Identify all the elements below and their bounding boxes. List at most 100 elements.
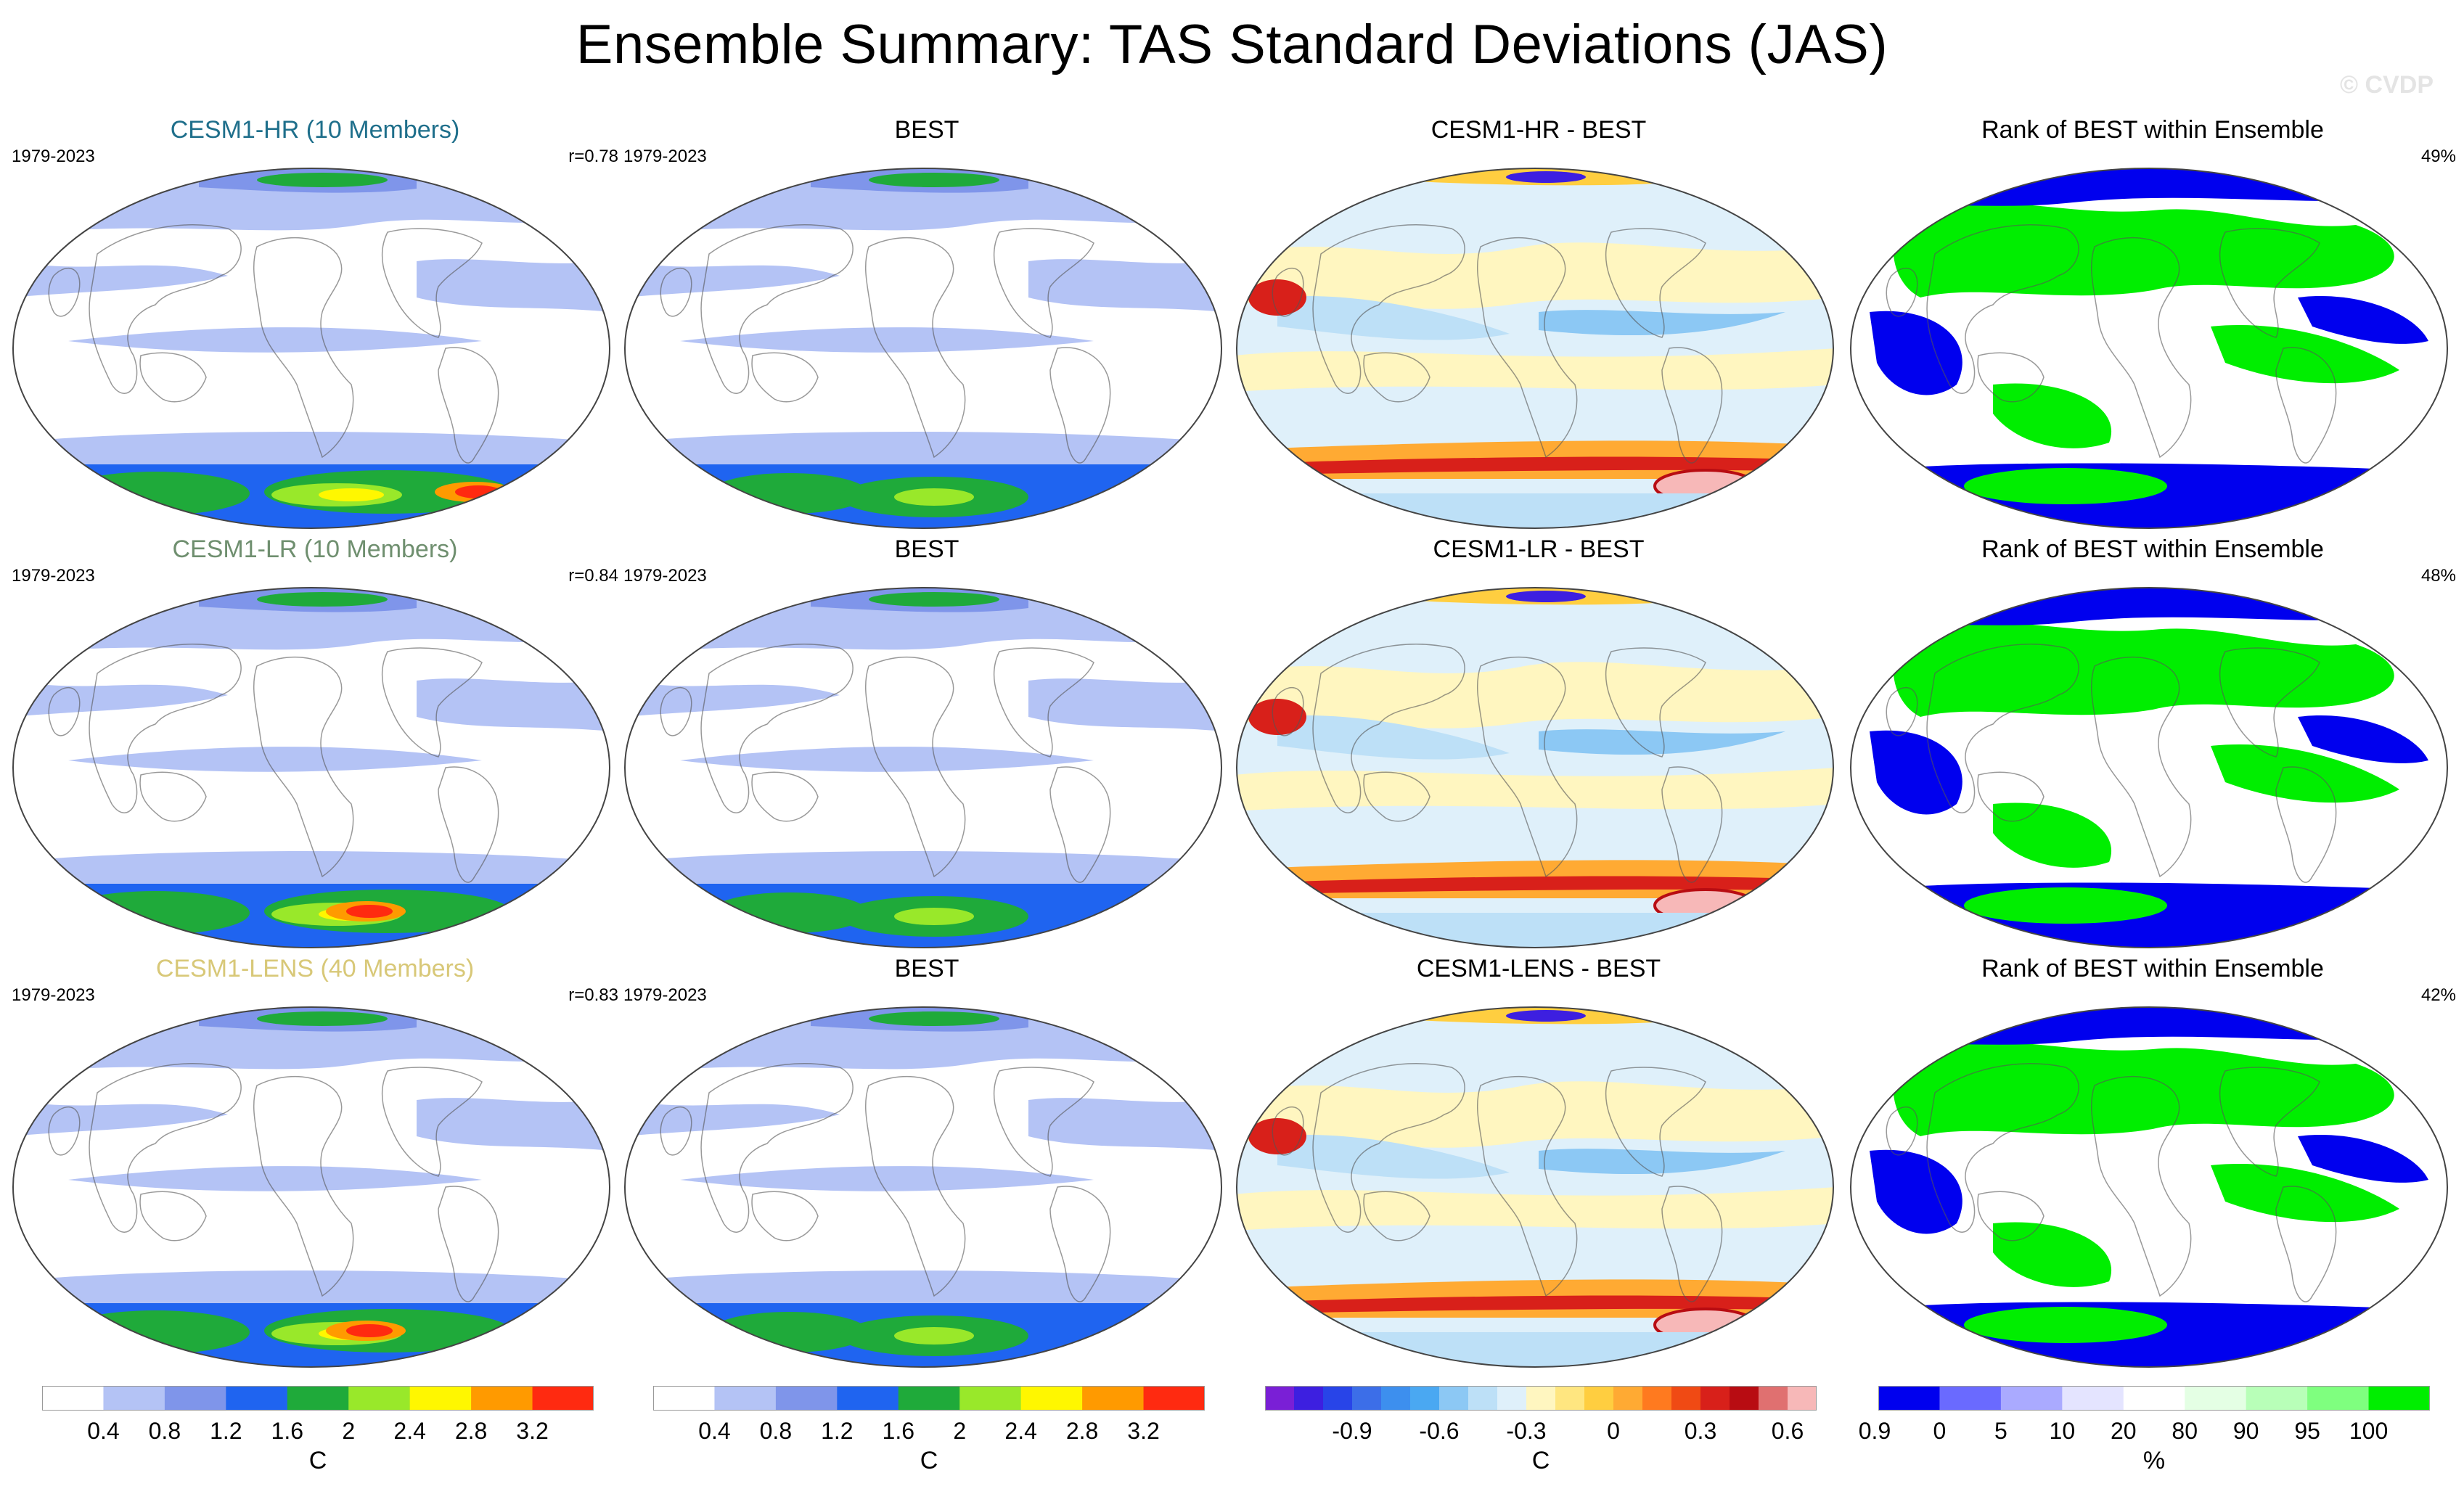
colorbar-swatch <box>1642 1386 1672 1411</box>
colorbar-swatch <box>1788 1386 1817 1411</box>
colorbar-tick-label: 2.8 <box>1065 1418 1099 1444</box>
colorbar-swatch <box>226 1386 288 1411</box>
colorbar-swatch <box>2368 1386 2431 1411</box>
colorbar-swatch <box>653 1386 715 1411</box>
map-plot <box>1236 1006 1834 1368</box>
panel-years: 1979-2023 <box>623 147 707 166</box>
colorbar-unit: C <box>308 1447 327 1474</box>
colorbar-swatch <box>1468 1386 1498 1411</box>
colorbar-tick-label: 100 <box>2349 1418 2389 1444</box>
colorbar-4: 0 5 10 20 80 90 95 100% <box>1878 1386 2431 1474</box>
colorbar-swatches <box>653 1386 1206 1411</box>
panel-years: 1979-2023 <box>12 147 95 166</box>
colorbar-tick-label: 2 <box>953 1418 967 1444</box>
colorbar-tick-label: 0.9 <box>1858 1418 1891 1444</box>
colorbar-tick-label: 0 <box>1933 1418 1947 1444</box>
panel-title: CESM1-HR - BEST <box>1430 116 1647 144</box>
colorbar-tick-label: 0.8 <box>148 1418 181 1444</box>
colorbar-frame <box>653 1386 1205 1411</box>
colorbar-swatch <box>1410 1386 1440 1411</box>
colorbar-tick-label: 0.4 <box>87 1418 120 1444</box>
panel-title: Rank of BEST within Ensemble <box>1981 116 2324 144</box>
colorbar-unit: C <box>920 1447 938 1474</box>
colorbar-swatch <box>1143 1386 1206 1411</box>
colorbar-swatch <box>2185 1386 2247 1411</box>
colorbar-swatch <box>2000 1386 2063 1411</box>
colorbar-swatches <box>1265 1386 1817 1411</box>
panel-title: CESM1-LR - BEST <box>1433 535 1645 563</box>
colorbar-swatch <box>287 1386 349 1411</box>
colorbar-tick-label: 1.2 <box>210 1418 242 1444</box>
colorbar-swatch <box>348 1386 411 1411</box>
panel-title: CESM1-HR (10 Members) <box>170 116 460 144</box>
colorbar-swatch <box>103 1386 165 1411</box>
colorbar-tick-label: 0 <box>1607 1418 1620 1444</box>
colorbar-swatch <box>837 1386 899 1411</box>
colorbar-swatch <box>1294 1386 1324 1411</box>
panel-title: BEST <box>894 955 959 982</box>
map-plot <box>1236 168 1834 529</box>
colorbar-swatch <box>42 1386 104 1411</box>
colorbar-tick-label: 1.6 <box>271 1418 304 1444</box>
colorbar-tick-label: 2.8 <box>454 1418 488 1444</box>
panel-title: BEST <box>894 116 959 144</box>
map-plot <box>624 168 1222 529</box>
colorbar-frame <box>1265 1386 1817 1411</box>
map-plot <box>1236 587 1834 948</box>
colorbar-swatch <box>1613 1386 1643 1411</box>
colorbar-tick-label: 3.2 <box>516 1418 549 1444</box>
colorbar-tick-label: -0.9 <box>1332 1418 1372 1444</box>
colorbar-tick-label: 0.8 <box>759 1418 793 1444</box>
colorbar-swatch <box>1323 1386 1353 1411</box>
panel-title: CESM1-LENS (40 Members) <box>155 955 475 982</box>
colorbar-tick-label: 2.4 <box>1004 1418 1037 1444</box>
rank-percent: 49% <box>2420 147 2456 166</box>
colorbar-swatch <box>775 1386 838 1411</box>
colorbar-swatch <box>2062 1386 2124 1411</box>
panel-years: 1979-2023 <box>12 985 95 1005</box>
colorbar-swatch <box>1020 1386 1083 1411</box>
map-plot <box>12 1006 610 1368</box>
map-plot <box>12 168 610 529</box>
colorbar-tick-label: -0.6 <box>1419 1418 1460 1444</box>
colorbar-2: 0.4 0.8 1.2 1.6 2 2.4 2.8 3.2 C <box>653 1386 1206 1474</box>
colorbar-swatch <box>1671 1386 1701 1411</box>
colorbar-tick-label: 80 <box>2172 1418 2198 1444</box>
colorbar-swatch <box>1555 1386 1585 1411</box>
colorbar-tick-label: 95 <box>2294 1418 2320 1444</box>
colorbar-swatch <box>1939 1386 2002 1411</box>
colorbar-swatch <box>1584 1386 1614 1411</box>
colorbar-swatch <box>1381 1386 1411 1411</box>
colorbar-unit: C <box>1531 1447 1550 1474</box>
panel-years: 1979-2023 <box>623 566 707 586</box>
panel-title: CESM1-LR (10 Members) <box>172 535 458 563</box>
map-plot <box>1850 168 2448 529</box>
colorbar-tick-label: 0.6 <box>1771 1418 1804 1444</box>
map-plot <box>12 587 610 948</box>
panel-title: Rank of BEST within Ensemble <box>1981 955 2324 982</box>
cvdp-watermark: © CVDP <box>2340 71 2434 99</box>
colorbar-frame <box>42 1386 594 1411</box>
map-plot <box>624 587 1222 948</box>
colorbar-unit: % <box>2142 1447 2166 1474</box>
colorbar-tick-label: 2 <box>342 1418 356 1444</box>
colorbar-tick-label: 10 <box>2049 1418 2076 1444</box>
panel-years: 1979-2023 <box>623 985 707 1005</box>
colorbar-tick-label: 1.2 <box>821 1418 854 1444</box>
colorbar-swatch <box>1878 1386 1940 1411</box>
colorbar-swatch <box>1730 1386 1759 1411</box>
colorbar-swatch <box>1759 1386 1788 1411</box>
colorbar-swatch <box>409 1386 472 1411</box>
colorbar-swatches <box>42 1386 594 1411</box>
colorbar-tick-label: 5 <box>1994 1418 2007 1444</box>
colorbar-swatch <box>2246 1386 2308 1411</box>
map-plot <box>624 1006 1222 1368</box>
pattern-correlation: r=0.84 <box>568 566 618 586</box>
colorbar-tick-label: 90 <box>2232 1418 2259 1444</box>
map-plot <box>1850 1006 2448 1368</box>
rank-percent: 42% <box>2420 985 2456 1005</box>
colorbar-swatch <box>898 1386 960 1411</box>
colorbar-frame <box>1878 1386 2430 1411</box>
colorbar-tick-label: 20 <box>2110 1418 2137 1444</box>
map-plot <box>1850 587 2448 948</box>
